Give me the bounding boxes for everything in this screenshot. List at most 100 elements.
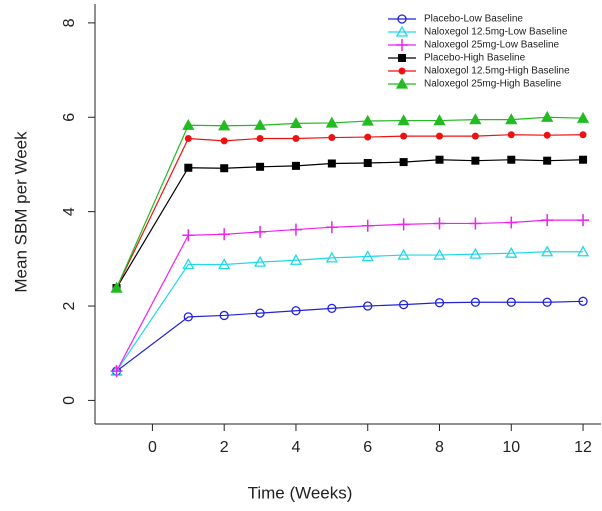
data-point — [218, 258, 231, 270]
data-point — [433, 217, 446, 230]
data-point — [579, 155, 588, 164]
legend-box — [382, 12, 593, 96]
y-tick-label: 4 — [61, 207, 78, 216]
data-point — [543, 131, 551, 139]
data-point — [505, 246, 518, 258]
data-point — [576, 245, 590, 257]
data-point — [218, 228, 231, 241]
legend-marker — [395, 77, 409, 89]
data-point — [361, 219, 374, 232]
data-point — [471, 132, 479, 140]
legend-label: Placebo-Low Baseline — [424, 14, 523, 25]
data-point — [289, 117, 303, 129]
data-point — [327, 303, 337, 314]
x-tick-label: 10 — [502, 439, 520, 456]
data-point — [577, 214, 590, 227]
data-point — [469, 217, 482, 230]
data-point — [542, 297, 552, 307]
data-point — [256, 134, 264, 142]
legend-label: Naloxegol 25mg-Low Baseline — [424, 40, 560, 51]
data-point — [292, 134, 300, 142]
data-point — [541, 245, 554, 257]
data-point — [361, 114, 374, 126]
data-point — [541, 110, 554, 122]
data-point — [325, 221, 338, 234]
y-tick-label: 0 — [61, 396, 78, 405]
series-line — [116, 219, 584, 372]
data-point — [291, 306, 301, 316]
legend-label: Naloxegol 25mg-High Baseline — [424, 79, 562, 90]
x-axis-label: Time (Weeks) — [248, 483, 353, 502]
data-point — [469, 113, 482, 125]
data-point — [579, 131, 587, 139]
data-point — [328, 134, 336, 142]
data-point — [110, 365, 123, 378]
data-point — [506, 297, 516, 307]
data-point — [254, 225, 267, 238]
legend-marker — [397, 14, 407, 24]
data-point — [327, 159, 336, 168]
data-point — [433, 248, 446, 260]
y-tick-label: 6 — [61, 113, 78, 122]
data-point — [543, 156, 552, 165]
legend-marker — [398, 67, 406, 75]
x-tick-label: 12 — [574, 439, 592, 456]
data-point — [364, 133, 372, 141]
data-point — [183, 312, 193, 322]
x-tick-label: 8 — [435, 439, 444, 456]
data-point — [469, 247, 482, 259]
data-point — [505, 216, 518, 229]
legend-marker — [395, 25, 409, 37]
data-point — [253, 118, 267, 130]
x-tick-label: 2 — [220, 439, 229, 456]
data-point — [435, 155, 444, 164]
data-point — [182, 258, 195, 270]
data-point — [471, 156, 480, 165]
data-point — [398, 299, 409, 310]
data-point — [505, 113, 518, 125]
data-point — [255, 308, 265, 318]
y-tick-label: 2 — [61, 301, 78, 310]
data-point — [436, 132, 444, 140]
data-point — [541, 214, 554, 227]
data-point — [220, 164, 229, 173]
data-point — [397, 218, 410, 231]
data-point — [363, 301, 373, 311]
data-point — [256, 162, 265, 171]
data-point — [219, 310, 229, 321]
data-point — [397, 248, 410, 260]
x-tick-label: 6 — [363, 439, 372, 456]
data-point — [291, 161, 300, 170]
data-point — [507, 131, 515, 139]
legend-marker — [398, 54, 406, 62]
data-point — [363, 159, 372, 168]
series-line — [116, 251, 584, 372]
legend-label: Placebo-High Baseline — [424, 53, 526, 64]
data-point — [253, 255, 267, 267]
data-point — [325, 251, 338, 263]
data-point — [182, 229, 195, 242]
data-point — [434, 298, 445, 308]
data-point — [289, 223, 302, 236]
data-point — [470, 297, 481, 307]
x-tick-label: 0 — [148, 439, 157, 456]
data-point — [325, 116, 338, 128]
data-point — [397, 114, 410, 126]
data-point — [289, 253, 303, 265]
data-point — [433, 114, 446, 126]
series-line — [116, 300, 584, 372]
data-point — [400, 132, 408, 140]
data-point — [218, 119, 231, 131]
legend-marker — [396, 39, 408, 51]
x-tick-label: 4 — [292, 439, 301, 456]
legend-label: Naloxegol 12.5mg-High Baseline — [424, 66, 570, 77]
data-point — [110, 281, 123, 293]
data-point — [576, 111, 590, 123]
data-point — [361, 250, 374, 262]
data-point — [578, 296, 588, 306]
y-axis-label: Mean SBM per Week — [11, 131, 30, 293]
data-point — [184, 163, 193, 172]
y-tick-label: 8 — [61, 18, 78, 27]
data-point — [220, 137, 228, 145]
